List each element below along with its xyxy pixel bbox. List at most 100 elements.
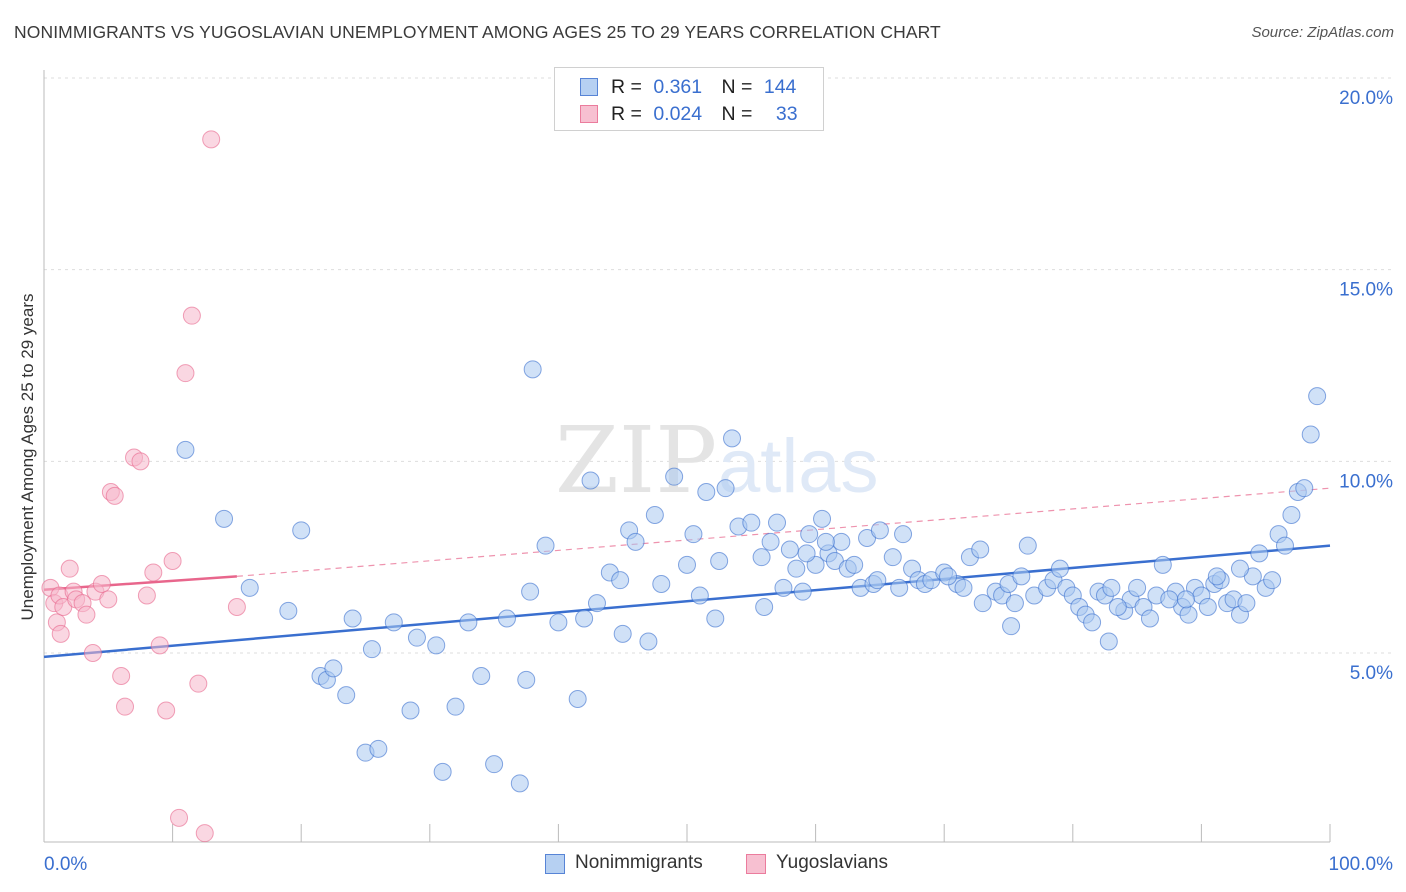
- legend-r-label: R =: [611, 76, 642, 98]
- point-nonimmigrants: [292, 521, 311, 540]
- point-nonimmigrants: [215, 509, 234, 528]
- point-nonimmigrants: [1207, 567, 1226, 586]
- point-nonimmigrants: [971, 540, 990, 559]
- point-yugoslavians: [182, 306, 201, 325]
- point-yugoslavians: [144, 563, 163, 582]
- correlation-legend: R = 0.361 N = 144 R = 0.024 N = 33: [554, 67, 824, 131]
- point-nonimmigrants: [369, 739, 388, 758]
- legend-n-label: N =: [721, 76, 753, 98]
- point-nonimmigrants: [324, 659, 343, 678]
- point-yugoslavians: [60, 559, 79, 578]
- point-nonimmigrants: [581, 471, 600, 490]
- point-nonimmigrants: [780, 540, 799, 559]
- legend-r-value: 0.361: [653, 76, 703, 98]
- point-yugoslavians: [99, 590, 118, 609]
- point-nonimmigrants: [939, 567, 958, 586]
- point-nonimmigrants: [1012, 567, 1031, 586]
- point-nonimmigrants: [433, 762, 452, 781]
- point-nonimmigrants: [890, 578, 909, 597]
- point-nonimmigrants: [787, 559, 806, 578]
- point-nonimmigrants: [1050, 559, 1069, 578]
- point-nonimmigrants: [1275, 536, 1294, 555]
- point-nonimmigrants: [774, 578, 793, 597]
- point-nonimmigrants: [768, 513, 787, 532]
- point-nonimmigrants: [761, 532, 780, 551]
- point-yugoslavians: [51, 624, 70, 643]
- point-nonimmigrants: [485, 755, 504, 774]
- point-nonimmigrants: [446, 697, 465, 716]
- point-nonimmigrants: [752, 548, 771, 567]
- point-nonimmigrants: [1308, 387, 1327, 406]
- point-nonimmigrants: [401, 701, 420, 720]
- point-nonimmigrants: [894, 525, 913, 544]
- source-label: Source: ZipAtlas.com: [1251, 24, 1394, 41]
- legend-swatch-nonimmigrants: [580, 78, 598, 96]
- point-nonimmigrants: [240, 578, 259, 597]
- point-nonimmigrants: [1002, 617, 1021, 636]
- y-tick-label: 20.0%: [1339, 88, 1393, 109]
- point-nonimmigrants: [536, 536, 555, 555]
- point-nonimmigrants: [1102, 578, 1121, 597]
- legend-r-value: 0.024: [653, 103, 703, 125]
- tick-labels: 5.0% 10.0% 15.0% 20.0% 0.0% 100.0%: [44, 88, 1393, 875]
- point-yugoslavians: [105, 486, 124, 505]
- point-nonimmigrants: [813, 509, 832, 528]
- point-nonimmigrants: [176, 440, 195, 459]
- x-tick-label-min: 0.0%: [44, 854, 87, 875]
- point-nonimmigrants: [870, 521, 889, 540]
- point-nonimmigrants: [645, 506, 664, 524]
- point-nonimmigrants: [1198, 598, 1217, 616]
- point-nonimmigrants: [665, 467, 684, 486]
- point-nonimmigrants: [626, 532, 645, 551]
- point-nonimmigrants: [723, 429, 742, 448]
- point-yugoslavians: [170, 808, 189, 827]
- point-nonimmigrants: [973, 594, 992, 613]
- data-points: [41, 130, 1327, 843]
- point-nonimmigrants: [459, 613, 478, 632]
- watermark-zip: ZIP: [555, 407, 717, 514]
- point-nonimmigrants: [684, 525, 703, 544]
- point-nonimmigrants: [1263, 571, 1282, 590]
- point-yugoslavians: [92, 575, 111, 593]
- point-nonimmigrants: [1160, 590, 1179, 609]
- point-nonimmigrants: [510, 774, 529, 793]
- point-nonimmigrants: [611, 571, 630, 590]
- watermark: ZIP atlas: [555, 407, 879, 514]
- point-nonimmigrants: [337, 686, 356, 705]
- point-nonimmigrants: [1250, 544, 1269, 563]
- point-yugoslavians: [137, 586, 156, 605]
- point-nonimmigrants: [816, 532, 835, 551]
- point-yugoslavians: [112, 667, 131, 685]
- bottom-legend-swatch-nonimmigrants: [545, 854, 565, 874]
- legend-n-value: 144: [763, 76, 797, 98]
- legend-r-label: R =: [611, 103, 642, 125]
- legend-n-value: 33: [775, 103, 798, 125]
- trend-line-yugoslavians-extension: [236, 487, 1331, 577]
- point-nonimmigrants: [427, 636, 446, 655]
- x-tick-label-max: 100.0%: [1329, 854, 1394, 875]
- point-yugoslavians: [83, 644, 102, 662]
- point-yugoslavians: [77, 605, 96, 624]
- point-nonimmigrants: [362, 640, 381, 659]
- point-nonimmigrants: [639, 632, 658, 651]
- point-nonimmigrants: [279, 601, 298, 620]
- point-nonimmigrants: [742, 513, 761, 532]
- y-axis-label: Unemployment Among Ages 25 to 29 years: [18, 293, 37, 621]
- point-nonimmigrants: [1018, 536, 1037, 555]
- point-nonimmigrants: [706, 609, 725, 628]
- y-tick-label: 15.0%: [1339, 280, 1393, 301]
- point-yugoslavians: [227, 598, 246, 616]
- point-nonimmigrants: [1301, 425, 1320, 444]
- point-nonimmigrants: [652, 575, 671, 593]
- watermark-atlas: atlas: [718, 424, 879, 509]
- point-nonimmigrants: [954, 578, 973, 597]
- point-yugoslavians: [157, 701, 176, 720]
- legend-n-label: N =: [721, 103, 753, 125]
- point-yugoslavians: [176, 364, 195, 383]
- point-nonimmigrants: [1230, 559, 1249, 578]
- point-nonimmigrants: [755, 598, 774, 616]
- point-nonimmigrants: [868, 571, 887, 590]
- point-nonimmigrants: [690, 586, 709, 605]
- bottom-legend-label: Nonimmigrants: [575, 852, 703, 873]
- point-nonimmigrants: [797, 544, 816, 563]
